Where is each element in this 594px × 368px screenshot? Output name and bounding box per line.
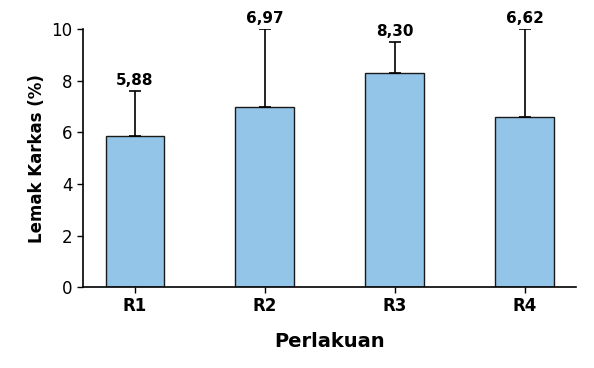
Y-axis label: Lemak Karkas (%): Lemak Karkas (%) — [28, 74, 46, 243]
Text: 6,62: 6,62 — [505, 11, 544, 26]
Bar — [106, 135, 164, 287]
Text: 8,30: 8,30 — [376, 24, 413, 39]
Bar — [235, 107, 294, 287]
X-axis label: Perlakuan: Perlakuan — [274, 332, 385, 351]
Text: 6,97: 6,97 — [246, 11, 283, 26]
Text: 5,88: 5,88 — [116, 73, 154, 88]
Bar — [365, 73, 424, 287]
Bar — [495, 117, 554, 287]
